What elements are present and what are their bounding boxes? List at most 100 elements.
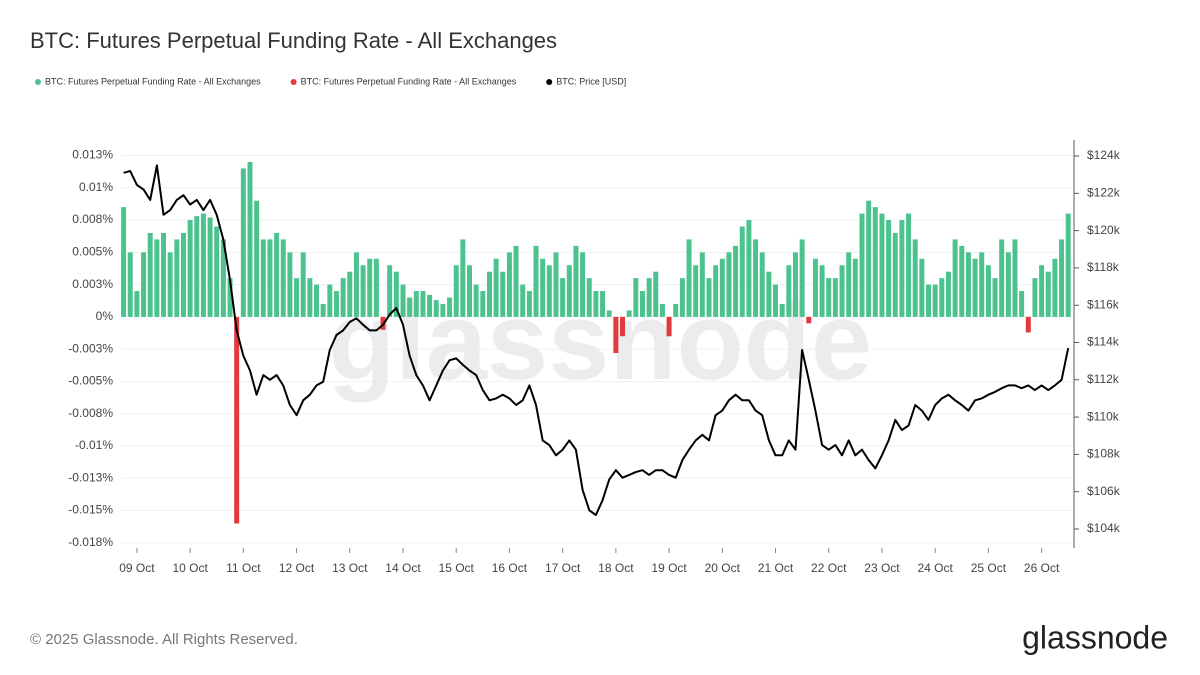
bar (826, 278, 832, 317)
y2-tick-label: $122k (1087, 186, 1121, 200)
bar (447, 297, 453, 317)
x-tick-label: 15 Oct (439, 561, 475, 575)
bar (799, 239, 805, 317)
x-tick-label: 18 Oct (598, 561, 634, 575)
bar (240, 168, 246, 317)
bar (906, 213, 912, 317)
logo: glassnode (1022, 619, 1168, 655)
bar (719, 258, 725, 317)
bar (254, 200, 260, 317)
bar (1039, 265, 1045, 317)
y2-tick-label: $108k (1087, 447, 1121, 461)
bar (194, 216, 200, 317)
bar (553, 252, 559, 317)
bar (1059, 239, 1065, 317)
y-tick-label: -0.015% (68, 503, 113, 517)
y2-tick-label: $114k (1087, 335, 1120, 349)
bar (620, 316, 626, 337)
bar (965, 252, 971, 317)
legend-swatch (290, 79, 297, 85)
bar (779, 303, 785, 317)
bar (307, 278, 313, 317)
bar (733, 245, 739, 317)
bar (360, 265, 366, 317)
bar (646, 278, 652, 317)
bar (819, 265, 825, 317)
bar (679, 278, 685, 317)
y-tick-label: -0.013% (68, 470, 113, 484)
bar (759, 252, 765, 317)
bar (766, 271, 772, 317)
bar (347, 271, 353, 317)
bar (480, 291, 486, 317)
bar (992, 278, 998, 317)
bar (260, 239, 266, 317)
bar (912, 239, 918, 317)
x-tick-label: 22 Oct (811, 561, 847, 575)
bar (180, 232, 186, 317)
bar (513, 245, 519, 317)
bar (526, 291, 532, 317)
bar (832, 278, 838, 317)
x-tick-label: 23 Oct (864, 561, 900, 575)
x-tick-label: 17 Oct (545, 561, 581, 575)
bar (407, 297, 413, 317)
bar (606, 310, 612, 317)
y-tick-label: -0.01% (75, 438, 113, 452)
legend-label: BTC: Futures Perpetual Funding Rate - Al… (301, 76, 517, 86)
bar (154, 239, 160, 317)
x-tick-label: 11 Oct (226, 561, 261, 575)
bar (932, 284, 938, 317)
bar (1012, 239, 1018, 317)
bar (546, 265, 552, 317)
x-tick-label: 09 Oct (119, 561, 155, 575)
bar (227, 278, 233, 317)
bar (686, 239, 692, 317)
bar (533, 245, 539, 317)
bar (353, 252, 359, 317)
bar (839, 265, 845, 317)
bar (393, 271, 399, 317)
bar (207, 217, 213, 317)
bar (786, 265, 792, 317)
bar (899, 220, 905, 317)
bar (659, 303, 665, 317)
bar (280, 239, 286, 317)
bar (400, 284, 406, 317)
bar (892, 232, 898, 317)
legend-label: BTC: Futures Perpetual Funding Rate - Al… (45, 76, 261, 86)
bar (121, 207, 127, 317)
bar (333, 291, 339, 317)
bar (706, 278, 712, 317)
bar (427, 294, 433, 317)
y-tick-label: -0.018% (68, 535, 113, 549)
x-tick-label: 14 Oct (385, 561, 421, 575)
y-tick-label: -0.008% (68, 406, 113, 420)
footer: © 2025 Glassnode. All Rights Reserved. (30, 631, 298, 648)
x-tick-label: 26 Oct (1024, 561, 1060, 575)
bar (127, 252, 133, 317)
bar (200, 213, 206, 317)
bar (666, 316, 672, 337)
bar (340, 278, 346, 317)
bar (639, 291, 645, 317)
bar (1065, 213, 1071, 317)
bar (939, 278, 945, 317)
y-tick-label: -0.005% (68, 374, 113, 388)
y2-tick-label: $118k (1087, 260, 1120, 274)
bar (473, 284, 479, 317)
bar (460, 239, 466, 317)
bar (613, 316, 619, 354)
bar (327, 284, 333, 317)
x-tick-label: 25 Oct (971, 561, 1007, 575)
bar (886, 220, 892, 317)
bar (300, 252, 306, 317)
bar (699, 252, 705, 317)
bar (626, 310, 632, 317)
x-tick-label: 21 Oct (758, 561, 794, 575)
bar (413, 291, 419, 317)
x-tick-label: 12 Oct (279, 561, 315, 575)
bar (167, 252, 173, 317)
bar (846, 252, 852, 317)
bar (693, 265, 699, 317)
